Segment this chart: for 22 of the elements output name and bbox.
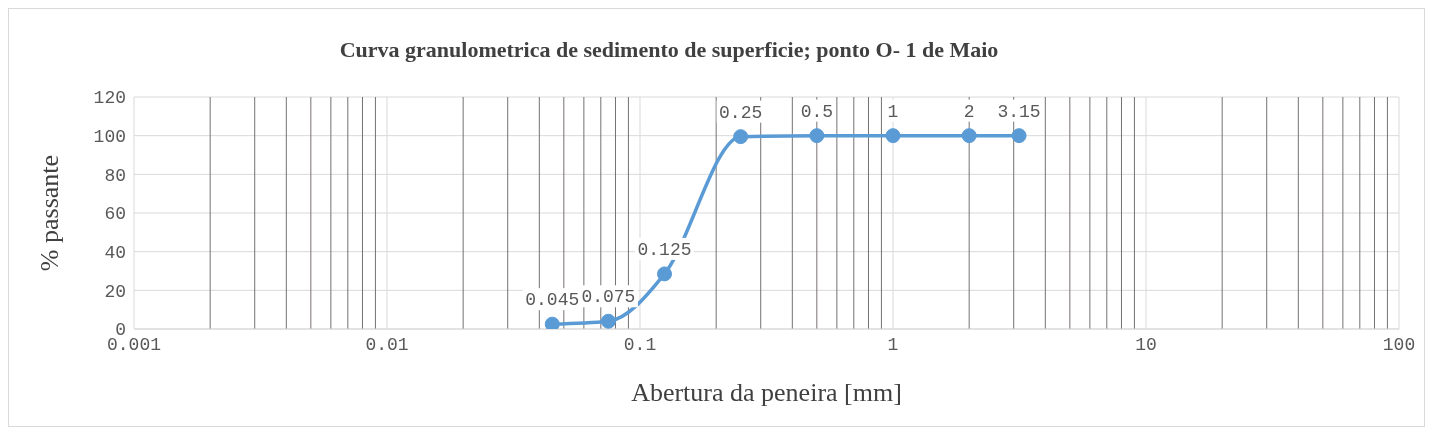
annotation: 0.5 xyxy=(800,101,834,122)
y-tick-label: 100 xyxy=(93,127,126,148)
y-tick-label: 20 xyxy=(104,281,126,302)
annotation: 0.125 xyxy=(637,239,692,260)
annotation: 2 xyxy=(963,101,975,122)
x-tick-label: 1 xyxy=(887,334,899,355)
y-tick-label: 80 xyxy=(104,165,126,186)
annotation: 1 xyxy=(887,101,899,122)
annotation: 0.075 xyxy=(581,287,636,308)
y-tick-label: 60 xyxy=(104,204,126,225)
chart-title: Curva granulometrica de sedimento de superficie; ponto O- 1 de Maio xyxy=(338,37,1000,63)
y-tick-label: 40 xyxy=(104,243,126,264)
annotation: 0.045 xyxy=(525,290,580,311)
x-tick-label: 0.01 xyxy=(365,334,409,355)
annotation: 3.15 xyxy=(997,101,1041,122)
x-tick-label: 10 xyxy=(1135,334,1157,355)
annotation: 0.25 xyxy=(719,102,763,123)
x-axis-title: Abertura da peneira [mm] xyxy=(631,378,902,407)
y-axis-title: % passante xyxy=(35,154,65,272)
y-tick-label: 120 xyxy=(93,88,126,109)
x-tick-label: 100 xyxy=(1382,334,1416,355)
x-tick-label: 0.1 xyxy=(623,334,657,355)
